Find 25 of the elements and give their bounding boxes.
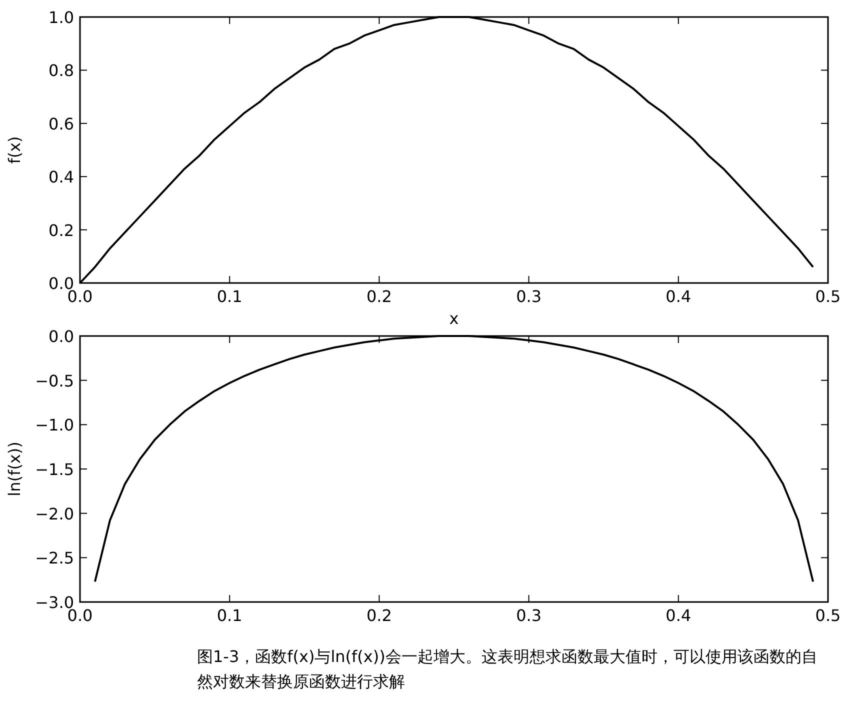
x-tick-label: 0.1 [216,287,242,306]
y-tick-label: −1.5 [35,460,74,479]
x-tick-label: 0.3 [516,287,542,306]
y-tick-label: −0.5 [35,371,74,390]
x-tick-label: 0.4 [666,287,692,306]
y-axis-title: f(x) [5,136,24,164]
x-tick-label: 0.2 [366,287,392,306]
y-tick-label: 0.2 [48,220,74,240]
y-tick-label: 1.0 [48,8,74,27]
y-tick-label: 0.8 [48,61,74,80]
x-tick-label: 0.2 [366,606,392,625]
x-tick-label: 0.4 [666,606,692,625]
y-axis-title: ln(f(x)) [5,442,24,496]
y-tick-label: 0.4 [48,168,74,187]
x-tick-label: 0.5 [815,287,841,306]
y-tick-label: −2.5 [35,548,74,568]
y-tick-label: −2.0 [35,504,74,524]
x-axis-title: x [449,309,459,328]
x-tick-label: 0.3 [516,606,542,625]
x-tick-label: 0.1 [216,606,242,625]
y-tick-label: 0.0 [48,327,74,346]
y-tick-label: −1.0 [35,416,74,435]
y-tick-label: 0.6 [48,114,74,134]
x-tick-label: 0.5 [815,606,841,625]
caption: 图1-3，函数f(x)与ln(f(x))会一起增大。这表明想求函数最大值时，可以使用该函数的自然对数来替换原函数进行求解 [197,646,818,693]
